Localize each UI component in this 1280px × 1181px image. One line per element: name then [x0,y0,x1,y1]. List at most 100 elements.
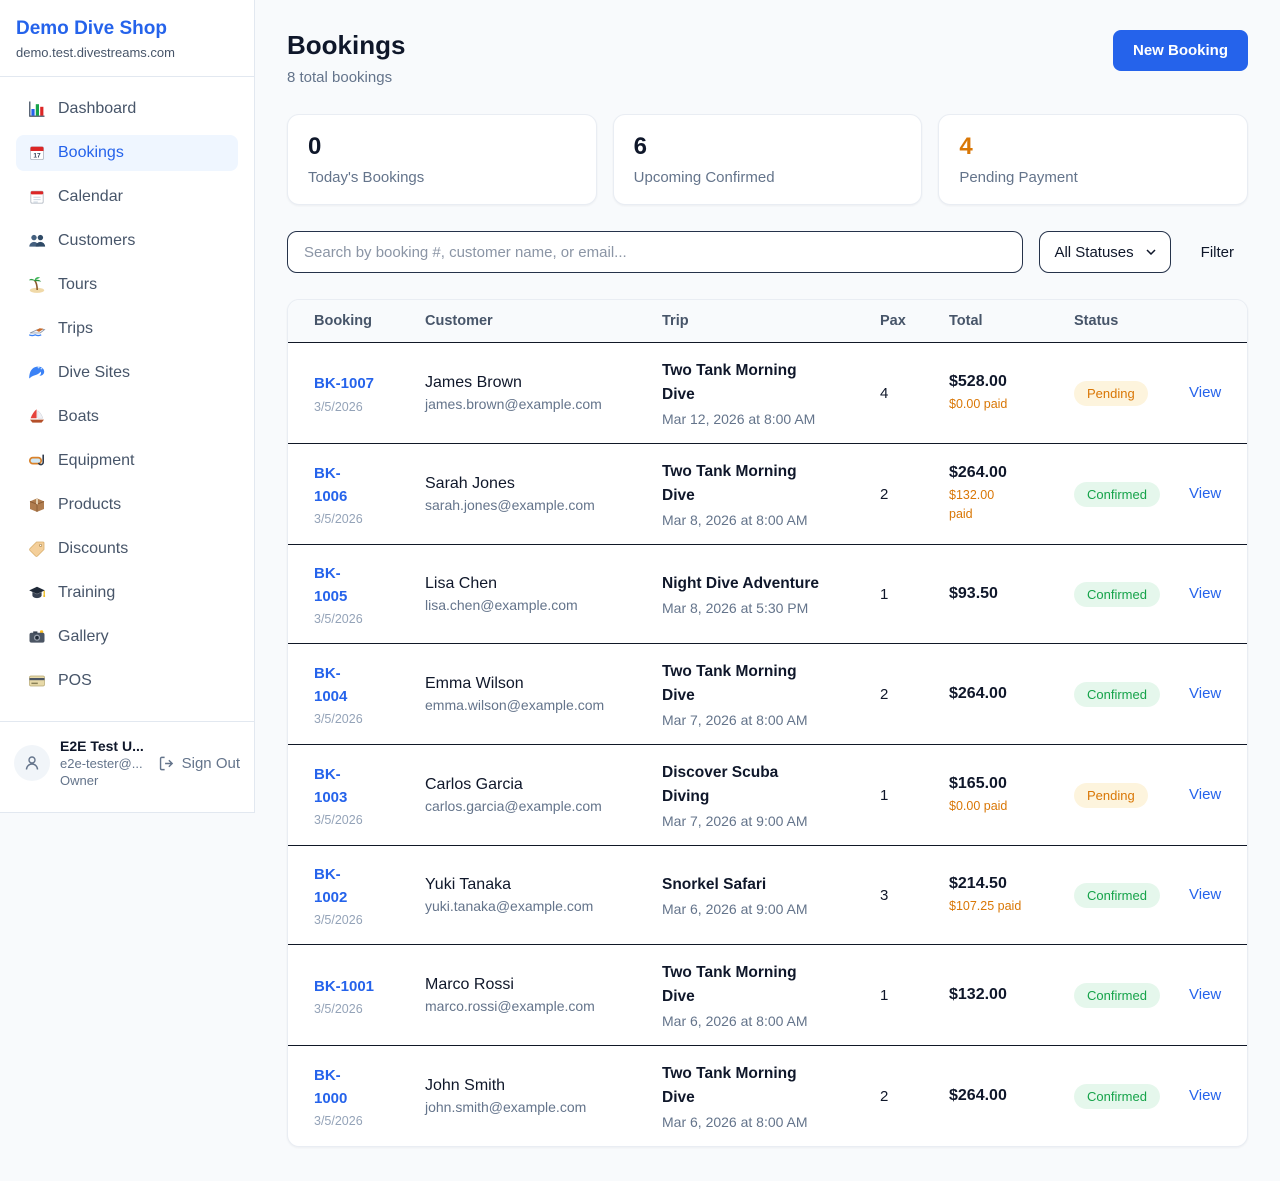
user-info: E2E Test U... e2e-tester@... Owner [60,738,144,788]
new-booking-button[interactable]: New Booking [1112,30,1248,71]
page-header: Bookings 8 total bookings New Booking [287,30,1248,86]
sidebar-item-products[interactable]: Products [16,487,238,523]
status-badge: Confirmed [1074,1083,1160,1109]
avatar [14,745,50,781]
col-header-status: Status [1074,313,1119,329]
customer-email: yuki.tanaka@example.com [425,898,594,915]
booking-id-link[interactable]: BK- 1006 [314,464,348,506]
sidebar-item-equipment[interactable]: Equipment [16,443,238,479]
sidebar-item-label: Bookings [58,144,124,161]
camera-icon [28,628,46,646]
stat-label: Pending Payment [959,169,1078,186]
table-header: Booking Customer Trip Pax Total Status [288,300,1247,343]
sidebar-item-trips[interactable]: Trips [16,311,238,347]
sailboat-icon [28,408,46,426]
user-role: Owner [60,773,99,788]
total-amount: $214.50 [949,874,1007,892]
sidebar-item-training[interactable]: Training [16,575,238,611]
sidebar-item-customers[interactable]: Customers [16,223,238,259]
customer-name: Yuki Tanaka [425,876,511,894]
stat-card-todays-bookings: 0 Today's Bookings [287,114,597,205]
sidebar-item-dashboard[interactable]: Dashboard [16,91,238,127]
trip-datetime: Mar 6, 2026 at 8:00 AM [662,1013,808,1030]
stat-value: 0 [308,133,322,160]
booking-id-link[interactable]: BK- 1000 [314,1066,348,1108]
stat-label: Today's Bookings [308,169,425,186]
diving-mask-icon [28,452,46,470]
sidebar-item-calendar[interactable]: Calendar [16,179,238,215]
sidebar-item-gallery[interactable]: Gallery [16,619,238,655]
customer-name: Marco Rossi [425,976,514,994]
booking-id-link[interactable]: BK- 1005 [314,564,348,606]
sidebar-item-pos[interactable]: POS [16,663,238,699]
booking-date: 3/5/2026 [314,712,363,727]
sidebar-item-discounts[interactable]: Discounts [16,531,238,567]
bar-chart-icon [28,100,46,118]
view-link[interactable]: View [1189,1087,1222,1105]
palm-island-icon [28,276,46,294]
booking-id-link[interactable]: BK-1007 [314,375,375,393]
booking-id-link[interactable]: BK- 1004 [314,664,348,706]
sidebar-item-tours[interactable]: Tours [16,267,238,303]
status-filter-select[interactable]: All Statuses [1039,231,1171,273]
customer-name: Emma Wilson [425,675,524,693]
booking-date: 3/5/2026 [314,1001,363,1016]
view-link[interactable]: View [1189,485,1222,503]
chevron-down-icon [1146,249,1156,255]
sidebar-item-dive-sites[interactable]: Dive Sites [16,355,238,391]
sidebar-nav: Dashboard 17 Bookings Calendar Customers [0,77,254,717]
sidebar-item-label: Tours [58,276,98,293]
table-row: BK-1001 3/5/2026 Marco Rossi marco.rossi… [288,945,1247,1047]
paid-amount: $0.00 paid [949,396,1008,411]
total-amount: $165.00 [949,774,1007,792]
booking-id-link[interactable]: BK- 1003 [314,765,348,807]
sign-out-button[interactable]: Sign Out [158,755,240,772]
pax-count: 2 [880,485,889,503]
sidebar-item-label: Customers [58,232,136,249]
sidebar-item-bookings[interactable]: 17 Bookings [16,135,238,171]
view-link[interactable]: View [1189,886,1222,904]
status-badge: Confirmed [1074,481,1160,507]
customer-name: James Brown [425,374,522,392]
total-amount: $264.00 [949,1087,1007,1105]
stat-value: 6 [633,133,648,160]
svg-text:17: 17 [33,153,41,160]
customer-email: sarah.jones@example.com [425,497,595,514]
status-badge: Confirmed [1074,681,1160,707]
brand-block: Demo Dive Shop demo.test.divestreams.com [0,0,254,77]
view-link[interactable]: View [1189,384,1222,402]
customer-email: james.brown@example.com [425,396,602,413]
booking-id-link[interactable]: BK-1001 [314,977,375,995]
sidebar-item-label: Dashboard [58,100,137,117]
trip-datetime: Mar 8, 2026 at 5:30 PM [662,600,809,617]
trip-datetime: Mar 6, 2026 at 8:00 AM [662,1114,808,1131]
sidebar-item-label: Boats [58,408,99,425]
trip-name: Snorkel Safari [662,876,767,894]
sidebar-item-label: Dive Sites [58,364,131,381]
booking-date: 3/5/2026 [314,913,363,928]
customer-email: john.smith@example.com [425,1099,587,1116]
trip-name: Night Dive Adventure [662,575,820,593]
view-link[interactable]: View [1189,585,1222,603]
pax-count: 2 [880,685,889,703]
graduation-cap-icon [28,584,46,602]
status-badge: Pending [1074,380,1148,406]
total-bookings-count: 8 total bookings [287,69,393,86]
customer-name: Carlos Garcia [425,776,523,794]
sidebar-item-label: Gallery [58,628,109,645]
booking-id-link[interactable]: BK- 1002 [314,865,348,907]
paid-amount: $132.00 paid [949,488,995,522]
booking-date: 3/5/2026 [314,399,363,414]
col-header-pax: Pax [880,313,906,329]
view-link[interactable]: View [1189,685,1222,703]
view-link[interactable]: View [1189,786,1222,804]
view-link[interactable]: View [1189,986,1222,1004]
filter-button[interactable]: Filter [1187,236,1248,269]
search-input[interactable] [287,231,1024,273]
sidebar-item-boats[interactable]: Boats [16,399,238,435]
table-row: BK- 1000 3/5/2026 John Smith john.smith@… [288,1046,1247,1146]
status-badge: Pending [1074,782,1148,808]
page-title: Bookings [287,30,406,60]
person-icon [25,756,39,770]
table-row: BK-1007 3/5/2026 James Brown james.brown… [288,343,1247,445]
